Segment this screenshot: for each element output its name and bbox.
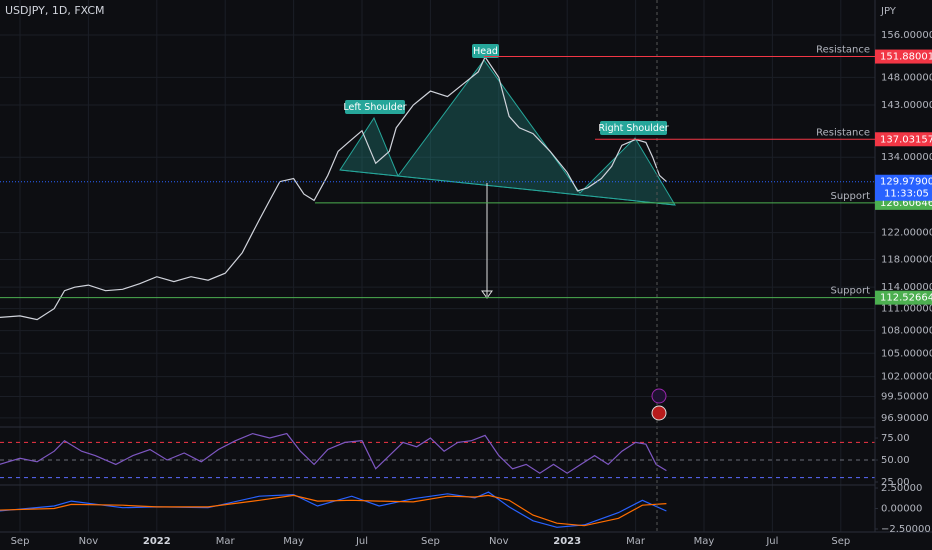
y-tick-label: 75.00: [881, 433, 910, 444]
x-tick-label: Sep: [421, 536, 440, 547]
price-tag: [875, 290, 932, 305]
y-tick-label: 96.90000: [881, 413, 929, 424]
x-tick-label: Sep: [831, 536, 850, 547]
countdown-text: 11:33:05: [884, 189, 929, 200]
level-label: Support: [830, 191, 870, 202]
price-tag-text: 151.88001: [880, 52, 932, 63]
price-tag-text: 112.52664: [880, 293, 932, 304]
arrow-head: [481, 290, 493, 299]
y-tick-label: 114.00000: [881, 282, 932, 293]
y-tick-label: 108.00000: [881, 326, 932, 337]
y-tick-label: 2.50000: [881, 483, 922, 494]
neckline: [339, 169, 676, 206]
y-tick-label: 50.00: [881, 455, 910, 466]
y-tick-label: 0.00000: [881, 504, 922, 515]
x-tick-label: Mar: [626, 536, 646, 547]
pattern-area: [339, 59, 676, 206]
y-tick-label: 111.00000: [881, 304, 932, 315]
price-tag: [875, 174, 932, 201]
price-tag-text: 137.03157: [880, 134, 932, 145]
series-line: [0, 494, 667, 527]
x-tick-label: May: [283, 536, 304, 547]
y-tick-label: 143.00000: [881, 100, 932, 111]
price-tag-text: 126.60646: [880, 198, 932, 209]
y-tick-label: 102.00000: [881, 372, 932, 383]
x-tick-label: Mar: [216, 536, 236, 547]
y-tick-label: 156.00000: [881, 30, 932, 41]
x-tick-label: Nov: [79, 536, 99, 547]
y-tick-label: 134.00000: [881, 152, 932, 163]
y-tick-label: 105.00000: [881, 348, 932, 359]
x-tick-label: Jul: [355, 536, 368, 547]
series-line: [0, 55, 667, 321]
series-line: [0, 432, 667, 474]
chart-title: USDJPY, 1D, FXCM: [5, 4, 105, 17]
y-tick-label: 25.00: [881, 477, 910, 488]
alert-icon[interactable]: [651, 388, 667, 404]
x-tick-label: 2022: [143, 536, 171, 547]
series-line: [0, 491, 667, 528]
y-tick-label: 148.00000: [881, 72, 932, 83]
price-tag-text: 129.97900: [880, 177, 932, 188]
pattern-label: Head: [473, 46, 498, 57]
x-tick-label: Sep: [11, 536, 30, 547]
y-tick-label: 118.00000: [881, 254, 932, 265]
level-label: Resistance: [816, 127, 870, 138]
pattern-label-box: [600, 121, 667, 135]
flag-icon[interactable]: [651, 405, 667, 421]
pattern-label-box: [345, 100, 405, 114]
y-axis-label: JPY: [880, 6, 897, 17]
level-label: Resistance: [816, 45, 870, 56]
pattern-label: Right Shoulder: [598, 123, 668, 134]
x-tick-label: Jul: [765, 536, 778, 547]
x-tick-label: Nov: [489, 536, 509, 547]
grid: [0, 0, 875, 532]
price-tag: [875, 49, 932, 64]
y-tick-label: 122.00000: [881, 228, 932, 239]
y-tick-label: −2.50000: [881, 524, 931, 535]
x-tick-label: May: [694, 536, 715, 547]
y-tick-label: 99.50000: [881, 392, 929, 403]
series-layer: [0, 55, 875, 528]
price-tag: [875, 132, 932, 147]
pattern-label-box: [472, 44, 499, 58]
pattern-label: Left Shoulder: [343, 102, 406, 113]
level-label: Support: [830, 286, 870, 297]
x-tick-label: 2023: [553, 536, 581, 547]
